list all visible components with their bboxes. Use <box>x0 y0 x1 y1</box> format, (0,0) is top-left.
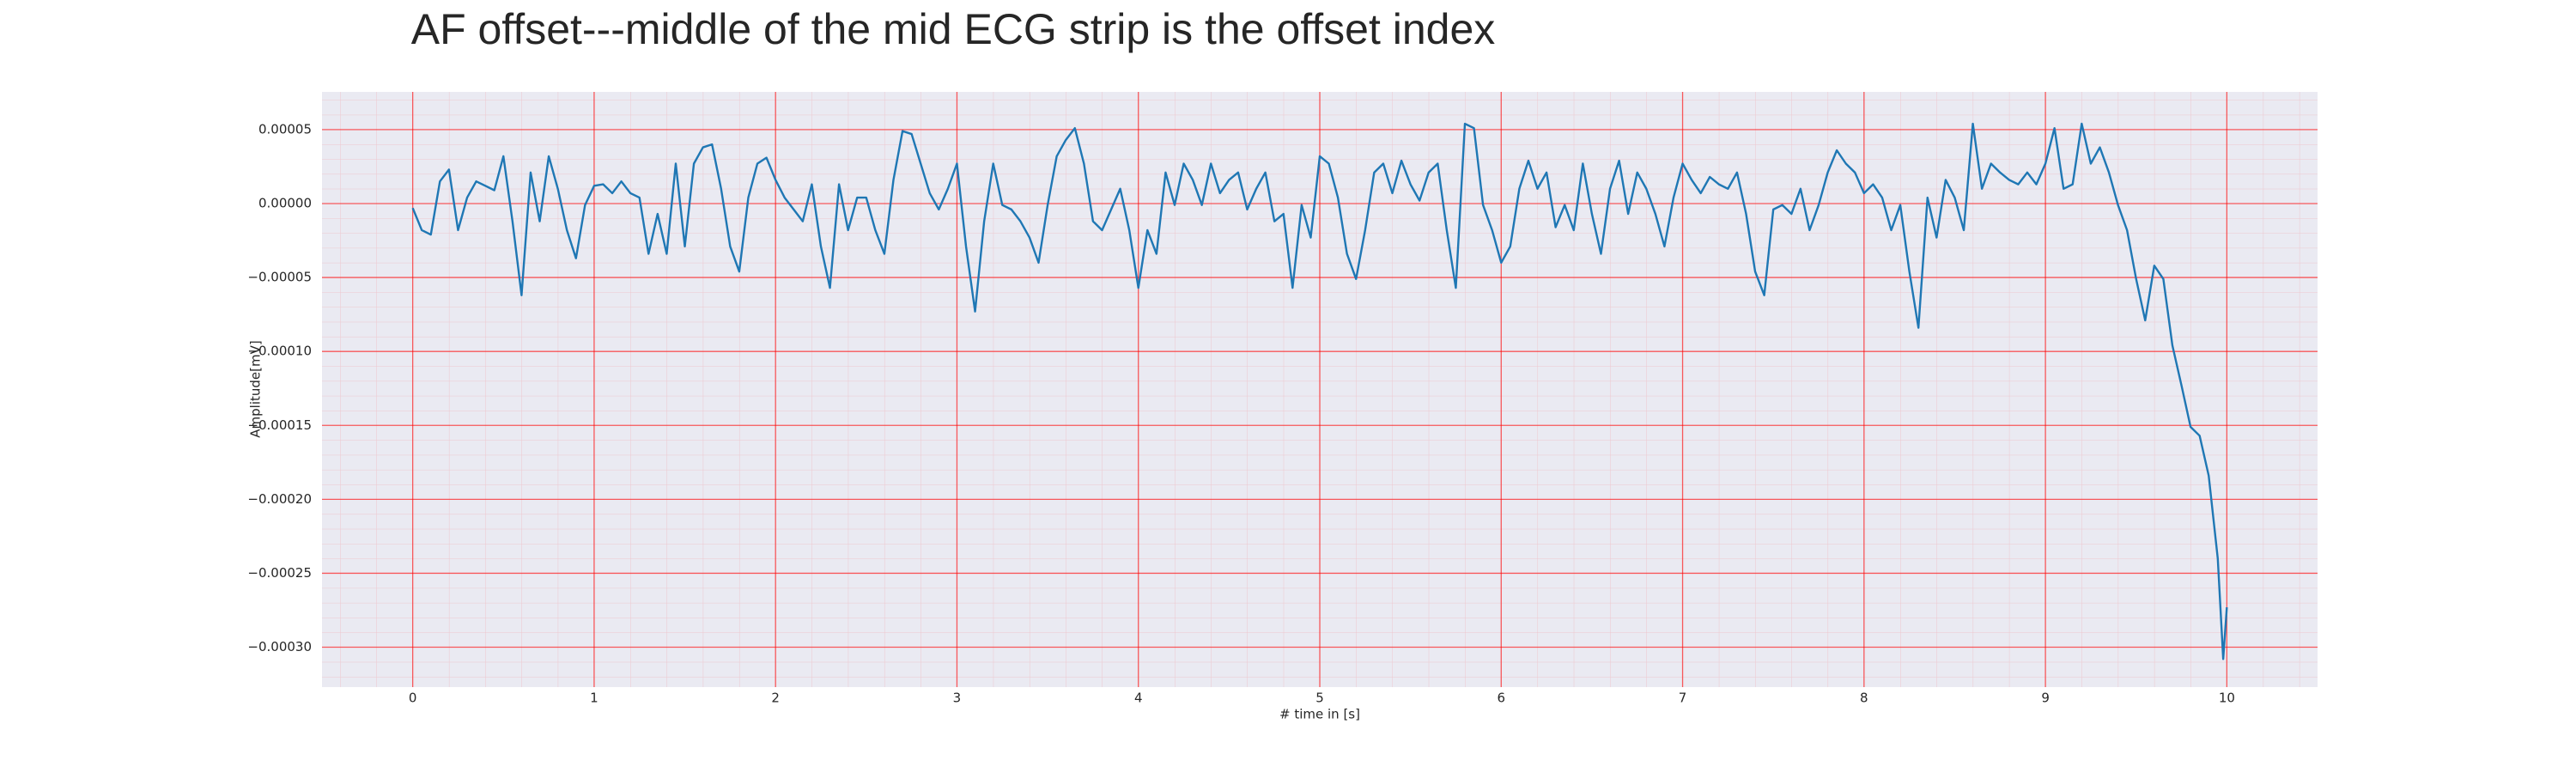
x-tick-label: 1 <box>590 691 598 706</box>
y-tick-label: 0.00005 <box>258 121 312 137</box>
x-tick-label: 6 <box>1497 691 1505 706</box>
y-tick-label: −0.00010 <box>247 344 312 359</box>
x-tick-label: 4 <box>1134 691 1143 706</box>
y-tick-label: 0.00000 <box>258 195 312 210</box>
y-tick-label: −0.00005 <box>247 270 312 285</box>
x-tick-label: 0 <box>409 691 417 706</box>
x-tick-label: 2 <box>771 691 780 706</box>
ecg-line <box>411 122 2228 660</box>
labels: 0 1 2 3 4 5 6 7 8 9 10 0.00005 0.00000 −0.00005 −0.000… <box>247 121 2235 705</box>
x-tick-label: 10 <box>2219 691 2235 706</box>
chart-title: AF offset---middle of the mid ECG strip … <box>411 5 1496 53</box>
x-axis-label: # time in [s] <box>1279 707 1360 722</box>
y-tick-label: −0.00025 <box>247 565 312 581</box>
y-tick-label: −0.00015 <box>247 417 312 433</box>
x-tick-label: 7 <box>1679 691 1687 706</box>
y-tick-label: −0.00020 <box>247 491 312 507</box>
plot-area <box>411 122 2228 660</box>
y-axis-label: Amplitude[mV] <box>248 340 264 437</box>
y-tick-label: −0.00030 <box>247 639 312 654</box>
x-tick-label: 9 <box>2041 691 2050 706</box>
x-tick-label: 5 <box>1315 691 1324 706</box>
x-tick-label: 3 <box>953 691 962 706</box>
grid <box>322 92 2318 687</box>
x-tick-label: 8 <box>1860 691 1868 706</box>
